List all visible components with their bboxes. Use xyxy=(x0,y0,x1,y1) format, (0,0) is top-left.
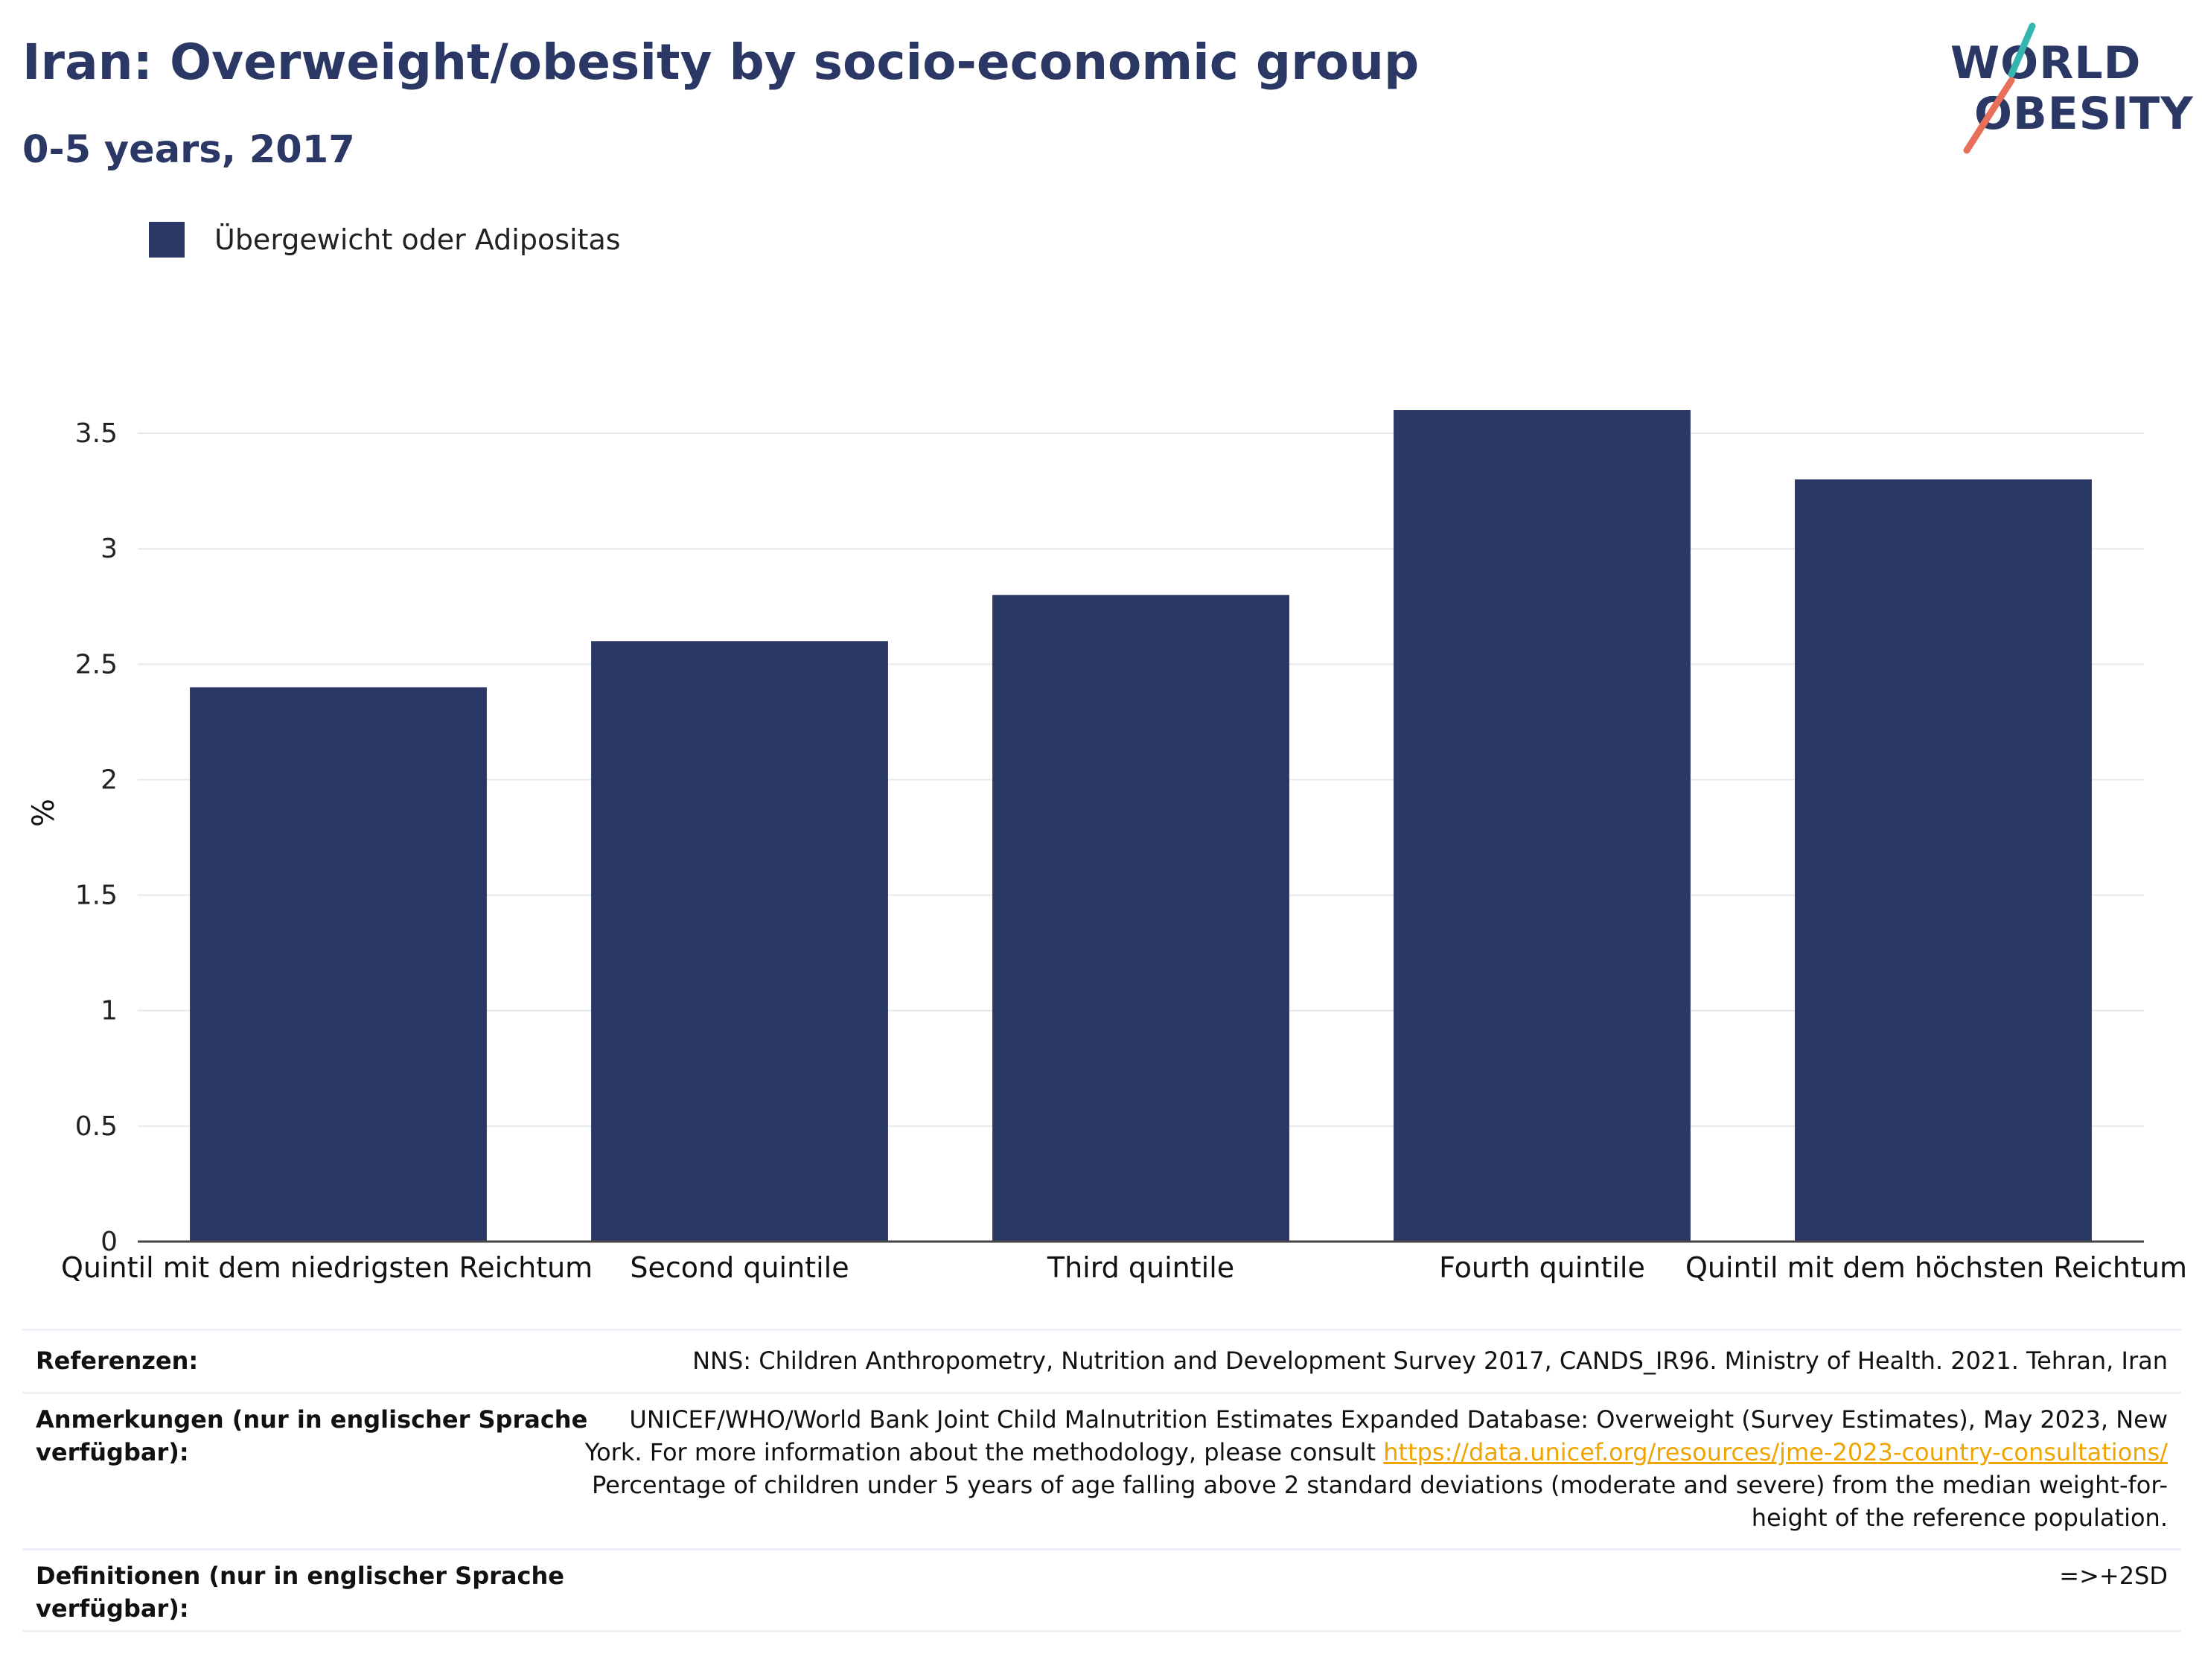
notes-value-line3: Percentage of children under 5 years of … xyxy=(592,1471,2168,1499)
definitions-row: Definitionen (nur in englischer Sprache … xyxy=(22,1548,2181,1630)
bar-4 xyxy=(1394,410,1691,1242)
legend-label: Übergewicht oder Adipositas xyxy=(214,223,621,256)
chart-subtitle: 0-5 years, 2017 xyxy=(22,128,355,172)
notes-label-line2: verfügbar): xyxy=(36,1438,189,1466)
y-tick-label: 0.5 xyxy=(75,1111,118,1142)
y-tick-label: 1 xyxy=(100,996,118,1026)
references-row: Referenzen: NNS: Children Anthropometry,… xyxy=(22,1329,2181,1392)
notes-value-line2: York. For more information about the met… xyxy=(585,1436,2168,1469)
legend-swatch xyxy=(149,222,185,258)
y-tick-label: 3 xyxy=(100,534,118,564)
definitions-value: =>+2SD xyxy=(2059,1562,2168,1590)
y-tick-label: 2.5 xyxy=(75,649,118,680)
references-label: Referenzen: xyxy=(36,1347,199,1375)
definitions-label-line2: verfügbar): xyxy=(36,1594,189,1623)
y-tick-label: 0 xyxy=(100,1227,118,1257)
notes-label-line1: Anmerkungen (nur in englischer Sprache xyxy=(36,1405,588,1434)
notes-value-text: York. For more information about the met… xyxy=(584,1438,1376,1466)
chart-title: Iran: Overweight/obesity by socio-econom… xyxy=(22,33,1420,91)
bar-5 xyxy=(1795,479,2092,1242)
definitions-label-line1: Definitionen (nur in englischer Sprache xyxy=(36,1562,564,1590)
methodology-link[interactable]: https://data.unicef.org/resources/jme-20… xyxy=(1383,1438,2168,1466)
table-bottom-border xyxy=(22,1630,2181,1632)
world-obesity-logo: WORLD OBESITY xyxy=(1935,22,2193,164)
x-category-label: Quintil mit dem niedrigsten Reichtum xyxy=(61,1251,593,1284)
y-tick-label: 1.5 xyxy=(75,881,118,911)
y-axis-title: % xyxy=(27,799,61,827)
logo-word-obesity: OBESITY xyxy=(1974,88,2194,140)
notes-row: Anmerkungen (nur in englischer Sprache v… xyxy=(22,1392,2181,1548)
info-table: Referenzen: NNS: Children Anthropometry,… xyxy=(22,1329,2181,1632)
x-category-label: Third quintile xyxy=(1047,1251,1234,1284)
x-category-label: Quintil mit dem höchsten Reichtum xyxy=(1685,1251,2187,1284)
references-value: NNS: Children Anthropometry, Nutrition a… xyxy=(692,1347,2168,1375)
notes-value-line4: height of the reference population. xyxy=(1751,1504,2168,1532)
bar-3 xyxy=(992,595,1289,1242)
y-tick-label: 3.5 xyxy=(75,418,118,449)
logo-word-world: WORLD xyxy=(1950,37,2142,89)
logo-slash-icon xyxy=(1963,22,2036,154)
bar-chart: 0 0.5 1 1.5 2 2.5 3 3.5 Quintil mit dem niedrigs… xyxy=(27,410,2187,1284)
x-category-label: Second quintile xyxy=(630,1251,849,1284)
x-category-label: Fourth quintile xyxy=(1439,1251,1645,1284)
y-tick-label: 2 xyxy=(100,764,118,795)
bar-2 xyxy=(591,641,888,1242)
bar-1 xyxy=(190,687,487,1242)
notes-value-line1: UNICEF/WHO/World Bank Joint Child Malnut… xyxy=(629,1405,2168,1434)
